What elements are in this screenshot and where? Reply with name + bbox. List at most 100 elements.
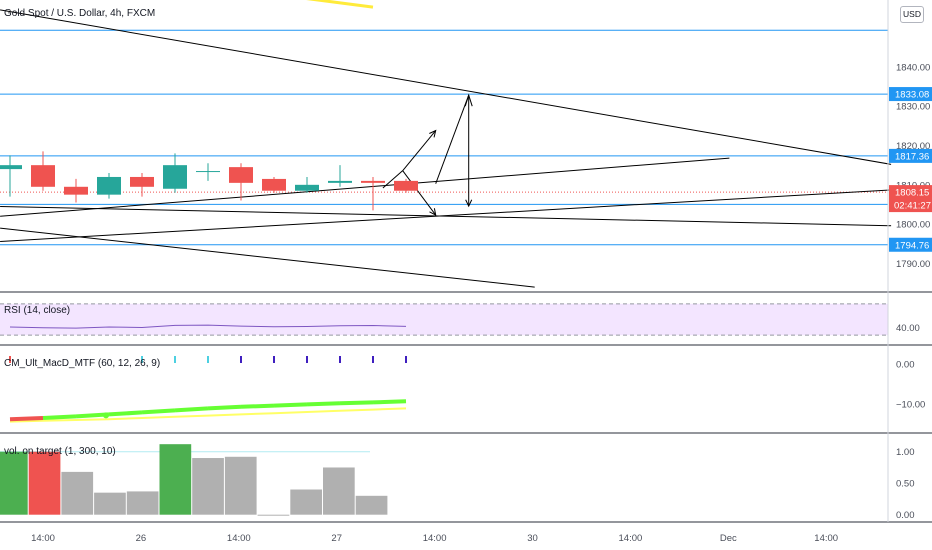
macd-line-segment <box>174 406 209 413</box>
rsi-line <box>9 324 407 329</box>
candle-body <box>229 167 253 183</box>
macd-signal-tick <box>240 356 242 363</box>
volume-bar <box>323 467 355 515</box>
macd-line-segment <box>141 408 176 415</box>
time-tick-label: 14:00 <box>814 533 838 544</box>
lower-falling-line <box>0 227 535 288</box>
rsi-band <box>0 303 888 336</box>
macd-line-segment <box>273 402 308 408</box>
macd-line-segment <box>108 410 143 417</box>
candle-body <box>328 180 352 183</box>
price-tick-label: 1800.00 <box>896 220 930 231</box>
rsi-legend[interactable]: RSI (14, close) <box>4 305 71 316</box>
macd-signal-tick <box>339 356 341 363</box>
candle-body <box>0 165 22 170</box>
candle-body <box>262 178 286 191</box>
candle-body <box>130 176 154 187</box>
macd-line-segment <box>9 416 44 422</box>
macd-signal-tick <box>405 356 407 363</box>
volume-bar <box>28 451 61 515</box>
macd-pane <box>9 356 407 423</box>
support-line <box>0 205 892 227</box>
price-tick-label: 1790.00 <box>896 259 930 270</box>
forecast-range-arrow-top <box>464 93 473 107</box>
time-tick-label: 14:00 <box>31 533 55 544</box>
time-tick-label: 14:00 <box>619 533 643 544</box>
candle-body <box>361 180 385 183</box>
volume-bar <box>159 444 192 515</box>
forecast-path-a <box>382 170 404 189</box>
candle-body <box>196 171 220 173</box>
candle-body <box>64 186 88 195</box>
macd-signal-tick <box>141 356 143 363</box>
price-line-tag-bg <box>889 237 932 252</box>
volume-bar <box>192 458 224 515</box>
falling-trend-line <box>0 9 892 165</box>
rsi-tick-label: 40.00 <box>896 323 920 334</box>
macd-signal-line <box>9 407 407 423</box>
candle-body <box>295 184 319 191</box>
volume-bar <box>126 491 159 515</box>
time-tick-label: 30 <box>527 533 538 544</box>
volume-legend[interactable]: vol. on target (1, 300, 10) <box>4 446 116 457</box>
rsi-pane <box>0 303 888 336</box>
volume-bar <box>94 492 126 515</box>
macd-signal-tick <box>174 356 176 363</box>
yellow-trend-line <box>306 0 374 9</box>
price-line-tag: 1794.76 <box>895 240 929 251</box>
macd-line-segment <box>372 399 407 405</box>
volume-pane <box>0 444 388 516</box>
macd-signal-tick <box>372 356 374 363</box>
price-tick-label: 1820.00 <box>896 141 930 152</box>
volume-tick-label: 1.00 <box>896 447 915 458</box>
volume-tick-label: 0.50 <box>896 479 915 490</box>
macd-tick-label: 0.00 <box>896 360 915 371</box>
candle-body <box>163 165 187 189</box>
currency-button[interactable]: USD <box>900 6 924 23</box>
chart-title: Gold Spot / U.S. Dollar, 4h, FXCM <box>4 8 156 19</box>
forecast-arrow-down <box>402 170 437 216</box>
macd-legend[interactable]: CM_Ult_MacD_MTF (60, 12, 26, 9) <box>4 358 161 369</box>
forecast-path-b <box>435 94 470 184</box>
macd-line-segment <box>339 400 374 406</box>
macd-signal-tick <box>306 356 308 363</box>
forecast-arrow-down-head <box>429 208 437 217</box>
volume-tick-label: 0.00 <box>896 510 915 521</box>
forecast-range-arrow-head <box>465 199 473 208</box>
time-tick-label: 27 <box>331 533 342 544</box>
volume-bar <box>290 489 322 515</box>
countdown-tag: 02:41:27 <box>894 201 931 212</box>
price-pane <box>0 0 892 288</box>
candle-body <box>31 165 55 187</box>
macd-line-segment <box>207 404 242 411</box>
macd-signal-tick <box>207 356 209 363</box>
price-tick-label: 1840.00 <box>896 62 930 73</box>
time-tick-label: 26 <box>136 533 147 544</box>
macd-line-segment <box>306 401 341 407</box>
volume-bar <box>0 451 28 515</box>
macd-tick-label: −10.00 <box>896 400 925 411</box>
time-tick-label: 14:00 <box>227 533 251 544</box>
forecast-arrow-up <box>402 130 437 171</box>
price-line-tag: 1817.36 <box>895 151 929 162</box>
volume-bar <box>355 495 388 515</box>
price-line-tag-bg <box>889 87 932 102</box>
macd-signal-tick <box>273 356 275 363</box>
forecast-arrow-up-head <box>429 129 437 138</box>
rising-trend-line <box>0 157 730 217</box>
volume-bar <box>257 514 290 516</box>
current-price-tag: 1808.15 <box>895 188 929 199</box>
price-line-tag-bg <box>889 148 932 163</box>
volume-bar <box>61 471 94 515</box>
macd-line-segment <box>42 414 77 420</box>
price-line-tag: 1833.08 <box>895 90 929 101</box>
price-tick-label: 1830.00 <box>896 102 930 113</box>
candle-body <box>97 176 121 195</box>
macd-line-segment <box>240 403 275 409</box>
candle-body <box>394 180 418 191</box>
time-tick-label: 14:00 <box>423 533 447 544</box>
macd-signal-tick <box>9 356 11 363</box>
volume-bar <box>224 456 257 515</box>
